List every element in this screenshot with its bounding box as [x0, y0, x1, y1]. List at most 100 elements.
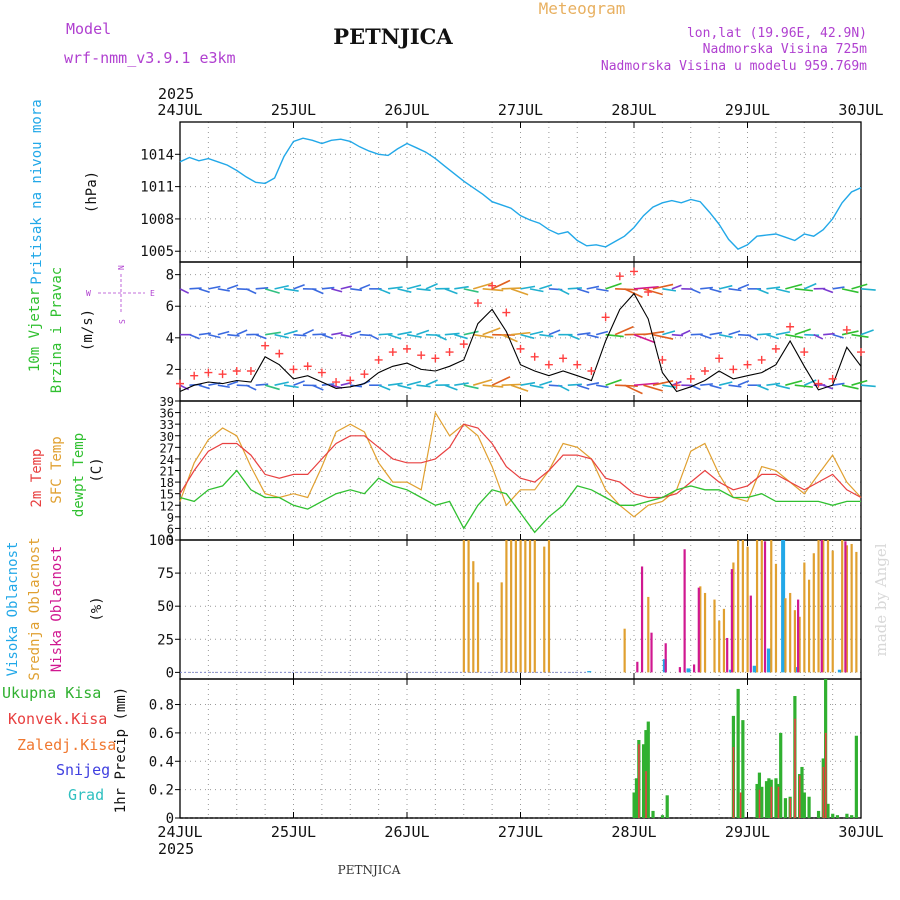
cloud-mid-bar	[519, 540, 522, 673]
y-tick-label: 30	[160, 430, 174, 444]
wind-arrow	[217, 330, 230, 336]
gust-marker	[686, 374, 695, 383]
cloud-mid-bar	[703, 592, 707, 673]
cloud-mid-bar	[826, 540, 830, 673]
pressure-ylabel: Pritisak na nivou mora	[29, 99, 45, 284]
wind-arrow	[766, 382, 781, 386]
wind-arrow	[293, 380, 305, 386]
wind-arrow	[321, 286, 335, 290]
precip-total-bar	[800, 766, 804, 818]
precip-total-bar	[774, 778, 778, 818]
wind-arrow	[463, 384, 479, 390]
wind-arrow	[860, 384, 876, 388]
precip-conv-bar	[822, 766, 825, 818]
compass-legend: W E N S	[86, 265, 155, 324]
wind-arrow	[274, 381, 289, 386]
dewpoint-line	[179, 469, 861, 534]
wind-arrow	[444, 332, 460, 336]
wind-arrow	[482, 384, 504, 388]
meteogram-label: Meteogram	[539, 0, 626, 18]
cloud-mid-bar	[647, 596, 650, 673]
cloud-low-bar	[730, 569, 734, 673]
gust-marker	[204, 368, 213, 377]
wind-arrow	[614, 325, 634, 336]
station-title: PETNJICA	[333, 24, 453, 49]
wind-arrow	[416, 384, 431, 388]
wind-arrow	[397, 331, 412, 336]
wind-arrow	[312, 288, 324, 295]
wind-arrow	[312, 333, 326, 336]
temp-ylabel-dewpt: dewpt Temp	[71, 433, 87, 517]
wind-arrow	[378, 288, 391, 295]
cloud-mid-bar	[514, 540, 517, 673]
precip-total-bar	[665, 795, 669, 818]
wind-arrow	[491, 279, 511, 290]
wind-arrow	[577, 332, 591, 336]
wind-arrow	[700, 286, 713, 290]
wind-arrow	[264, 288, 280, 294]
cloud-mid-bar	[722, 608, 726, 673]
lonlat-label: lon,lat (19.96E, 42.9N)	[687, 26, 867, 41]
gust-marker	[275, 349, 284, 358]
cloud-mid-bar	[472, 561, 475, 673]
wind-arrow	[662, 330, 676, 336]
y-tick-label: 0	[166, 665, 174, 681]
wind-arrow	[406, 380, 422, 386]
cloud-high-bar	[837, 669, 842, 673]
wind-arrow	[822, 288, 834, 294]
gust-marker	[544, 360, 553, 369]
cloud-mid-bar	[467, 540, 470, 673]
y-tick-label: 24	[160, 453, 174, 467]
wind-arrow	[378, 332, 393, 336]
cloud-mid-bar	[850, 543, 853, 673]
wind-arrow	[425, 379, 438, 386]
panel-pressure: 1005 1008 1011 1014	[140, 121, 862, 263]
wind-arrow	[633, 333, 656, 344]
wind-arrow	[482, 288, 504, 292]
wind-arrow	[472, 282, 493, 290]
wind-arrow	[302, 328, 314, 336]
compass-s: S	[118, 319, 127, 324]
cloud-mid-bar	[505, 540, 508, 673]
gust-marker	[502, 308, 511, 317]
precip-total-bar	[651, 810, 655, 818]
sfc-temp-line	[179, 410, 862, 518]
wind-arrow	[700, 383, 713, 387]
gust-marker	[246, 366, 255, 375]
precip-total-bar	[816, 810, 821, 818]
wind-arrow	[293, 333, 307, 337]
precip-legend-item: Grad	[68, 786, 104, 804]
temp-ylabel-2m: 2m Temp	[29, 448, 45, 507]
wind-arrow	[179, 384, 190, 391]
y-tick-label: 0.2	[149, 783, 174, 799]
cloud-mid-bar	[755, 540, 759, 673]
y-tick-label: 27	[160, 441, 174, 455]
cloud-ylabel-high: Visoka Oblacnost	[5, 542, 21, 677]
gust-marker	[388, 348, 397, 357]
cloud-low-bars	[636, 540, 847, 673]
wind-arrow	[718, 333, 733, 339]
wind-arrow	[454, 285, 469, 290]
compass-e: E	[150, 289, 155, 298]
cloud-mid-bar	[845, 545, 849, 673]
wind-arrow	[283, 288, 299, 292]
wind-arrow	[680, 329, 691, 336]
precip-total-bar	[807, 796, 811, 818]
cloud-mid-bar	[524, 540, 527, 673]
cloud-mid-bar	[500, 582, 503, 673]
y-tick-label: 0.8	[149, 698, 174, 714]
compass-cross	[98, 274, 145, 314]
wind-arrow	[728, 330, 741, 336]
y-tick-label: 50	[157, 599, 174, 615]
wind-arrow	[851, 333, 869, 338]
wind-arrow	[652, 283, 674, 290]
precip-conv-bar	[777, 786, 780, 818]
precip-total-bar	[760, 786, 764, 818]
cloud-low-bar	[749, 595, 752, 673]
wind-arrow	[245, 384, 257, 391]
wind-arrow	[567, 287, 582, 290]
wind-arrow	[397, 288, 412, 293]
gust-marker	[317, 368, 326, 377]
y-tick-label: 36	[160, 407, 174, 421]
wind-arrow	[605, 378, 622, 386]
